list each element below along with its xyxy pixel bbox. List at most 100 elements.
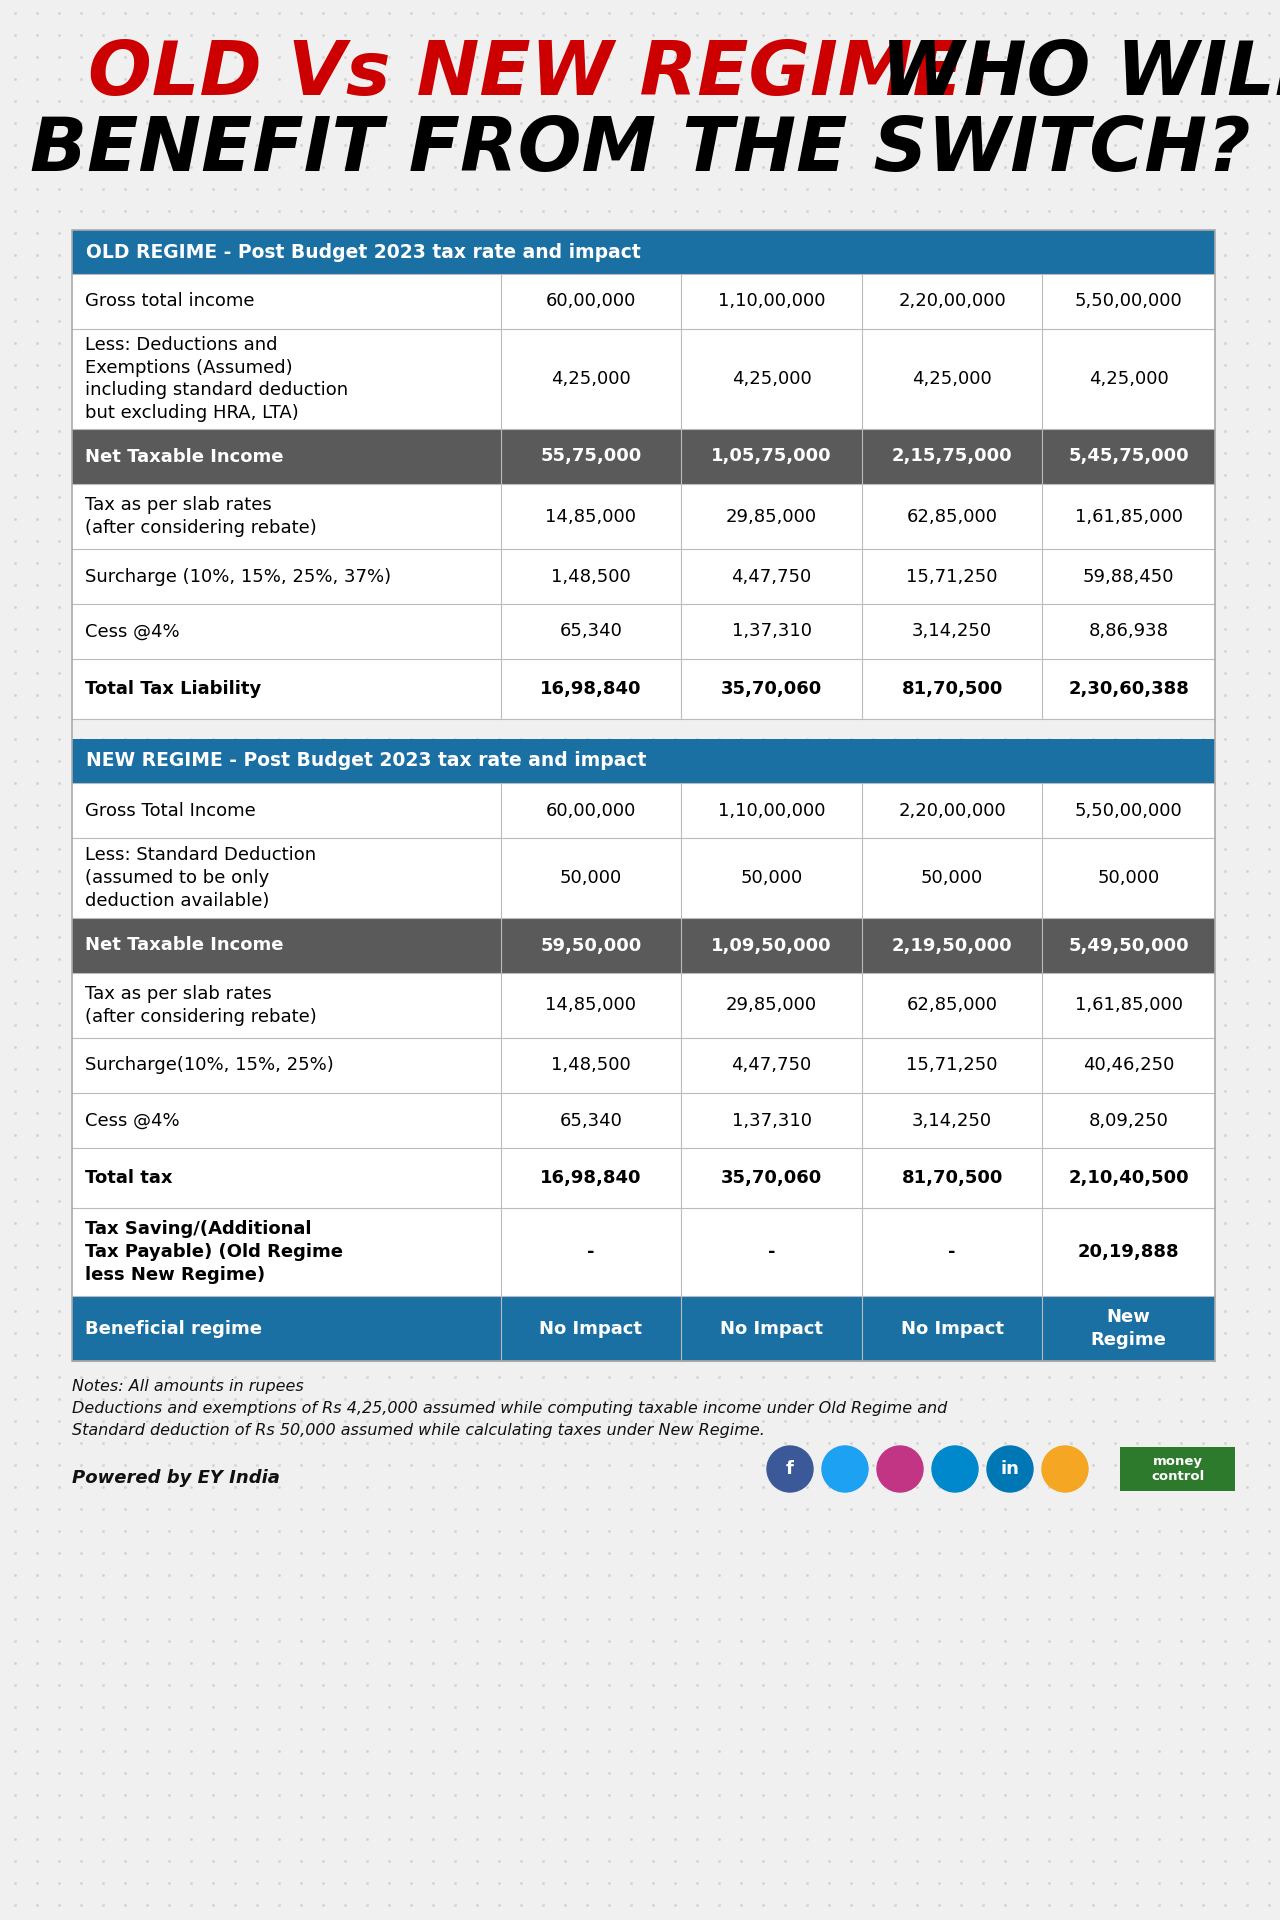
Text: Tax as per slab rates
(after considering rebate): Tax as per slab rates (after considering… [84, 985, 316, 1025]
Text: Cess @4%: Cess @4% [84, 622, 179, 641]
Text: Deductions and exemptions of Rs 4,25,000 assumed while computing taxable income : Deductions and exemptions of Rs 4,25,000… [72, 1402, 947, 1417]
Text: Net Taxable Income: Net Taxable Income [84, 937, 283, 954]
Text: Total Tax Liability: Total Tax Liability [84, 680, 261, 699]
Text: Less: Deductions and
Exemptions (Assumed)
including standard deduction
but exclu: Less: Deductions and Exemptions (Assumed… [84, 336, 348, 422]
Text: 3,14,250: 3,14,250 [913, 1112, 992, 1129]
Text: Surcharge (10%, 15%, 25%, 37%): Surcharge (10%, 15%, 25%, 37%) [84, 568, 392, 586]
Text: -: - [588, 1242, 595, 1261]
Text: OLD REGIME - Post Budget 2023 tax rate and impact: OLD REGIME - Post Budget 2023 tax rate a… [86, 242, 641, 261]
Text: 16,98,840: 16,98,840 [540, 680, 641, 699]
Text: 2,20,00,000: 2,20,00,000 [899, 292, 1006, 311]
Text: 4,47,750: 4,47,750 [731, 568, 812, 586]
Text: 4,25,000: 4,25,000 [552, 371, 631, 388]
Text: 15,71,250: 15,71,250 [906, 1056, 998, 1075]
Bar [72, 659, 1215, 718]
Bar [72, 1208, 1215, 1296]
Text: 50,000: 50,000 [559, 870, 622, 887]
Text: 1,37,310: 1,37,310 [731, 1112, 812, 1129]
Circle shape [1042, 1446, 1088, 1492]
Text: 5,49,50,000: 5,49,50,000 [1069, 937, 1189, 954]
Text: Beneficial regime: Beneficial regime [84, 1319, 262, 1338]
Bar [72, 549, 1215, 605]
Text: NEW REGIME - Post Budget 2023 tax rate and impact: NEW REGIME - Post Budget 2023 tax rate a… [86, 751, 646, 770]
Bar [72, 428, 1215, 484]
Text: 1,09,50,000: 1,09,50,000 [712, 937, 832, 954]
Text: 20,19,888: 20,19,888 [1078, 1242, 1179, 1261]
Text: money
control: money control [1151, 1455, 1204, 1482]
Text: 14,85,000: 14,85,000 [545, 507, 636, 526]
Text: 2,19,50,000: 2,19,50,000 [892, 937, 1012, 954]
Text: 2,10,40,500: 2,10,40,500 [1069, 1169, 1189, 1187]
Text: 5,50,00,000: 5,50,00,000 [1075, 292, 1183, 311]
Text: -: - [768, 1242, 776, 1261]
Text: 4,25,000: 4,25,000 [1089, 371, 1169, 388]
Text: 1,61,85,000: 1,61,85,000 [1075, 507, 1183, 526]
Text: 8,09,250: 8,09,250 [1089, 1112, 1169, 1129]
Bar [72, 1039, 1215, 1092]
Text: No Impact: No Impact [539, 1319, 643, 1338]
Bar [72, 783, 1215, 837]
Text: Total tax: Total tax [84, 1169, 173, 1187]
Circle shape [767, 1446, 813, 1492]
Text: Surcharge(10%, 15%, 25%): Surcharge(10%, 15%, 25%) [84, 1056, 334, 1075]
Text: f: f [786, 1459, 794, 1478]
Bar [72, 739, 1215, 783]
Text: 55,75,000: 55,75,000 [540, 447, 641, 465]
Bar [72, 973, 1215, 1039]
Text: 1,10,00,000: 1,10,00,000 [718, 292, 826, 311]
Text: 62,85,000: 62,85,000 [906, 507, 997, 526]
Text: WHO WILL: WHO WILL [855, 38, 1280, 111]
Text: in: in [1001, 1459, 1019, 1478]
Text: 1,10,00,000: 1,10,00,000 [718, 801, 826, 820]
Text: 50,000: 50,000 [740, 870, 803, 887]
Bar [72, 1148, 1215, 1208]
Text: No Impact: No Impact [721, 1319, 823, 1338]
Text: Powered by EY India: Powered by EY India [72, 1469, 280, 1486]
Text: 14,85,000: 14,85,000 [545, 996, 636, 1014]
Text: 65,340: 65,340 [559, 1112, 622, 1129]
Text: 5,45,75,000: 5,45,75,000 [1069, 447, 1189, 465]
Text: BENEFIT FROM THE SWITCH?: BENEFIT FROM THE SWITCH? [29, 113, 1251, 186]
Text: Cess @4%: Cess @4% [84, 1112, 179, 1129]
Text: 1,05,75,000: 1,05,75,000 [712, 447, 832, 465]
Circle shape [987, 1446, 1033, 1492]
Bar [72, 484, 1215, 549]
Text: 15,71,250: 15,71,250 [906, 568, 998, 586]
Text: 3,14,250: 3,14,250 [913, 622, 992, 641]
Text: Net Taxable Income: Net Taxable Income [84, 447, 283, 465]
Bar [72, 1092, 1215, 1148]
Text: 8,86,938: 8,86,938 [1089, 622, 1169, 641]
Text: 4,47,750: 4,47,750 [731, 1056, 812, 1075]
Bar [72, 918, 1215, 973]
Text: 81,70,500: 81,70,500 [901, 680, 1002, 699]
Circle shape [932, 1446, 978, 1492]
Text: 62,85,000: 62,85,000 [906, 996, 997, 1014]
Text: -: - [948, 1242, 956, 1261]
Text: Gross Total Income: Gross Total Income [84, 801, 256, 820]
Text: 1,37,310: 1,37,310 [731, 622, 812, 641]
Text: 65,340: 65,340 [559, 622, 622, 641]
Text: Standard deduction of Rs 50,000 assumed while calculating taxes under New Regime: Standard deduction of Rs 50,000 assumed … [72, 1423, 765, 1438]
Text: 59,50,000: 59,50,000 [540, 937, 641, 954]
Text: 59,88,450: 59,88,450 [1083, 568, 1175, 586]
Bar [72, 605, 1215, 659]
Circle shape [822, 1446, 868, 1492]
Bar [1120, 1448, 1235, 1492]
Text: Less: Standard Deduction
(assumed to be only
deduction available): Less: Standard Deduction (assumed to be … [84, 847, 316, 910]
Text: Gross total income: Gross total income [84, 292, 255, 311]
Text: 4,25,000: 4,25,000 [732, 371, 812, 388]
Text: 2,20,00,000: 2,20,00,000 [899, 801, 1006, 820]
Text: 4,25,000: 4,25,000 [913, 371, 992, 388]
Text: Tax as per slab rates
(after considering rebate): Tax as per slab rates (after considering… [84, 495, 316, 538]
Text: 5,50,00,000: 5,50,00,000 [1075, 801, 1183, 820]
Text: Notes: All amounts in rupees: Notes: All amounts in rupees [72, 1379, 303, 1394]
Text: 60,00,000: 60,00,000 [545, 292, 636, 311]
Text: 35,70,060: 35,70,060 [721, 680, 822, 699]
Text: 50,000: 50,000 [922, 870, 983, 887]
Text: 2,15,75,000: 2,15,75,000 [892, 447, 1012, 465]
Bar [72, 230, 1215, 275]
Bar [72, 1296, 1215, 1361]
Text: 29,85,000: 29,85,000 [726, 996, 817, 1014]
Text: 40,46,250: 40,46,250 [1083, 1056, 1174, 1075]
Bar [72, 837, 1215, 918]
